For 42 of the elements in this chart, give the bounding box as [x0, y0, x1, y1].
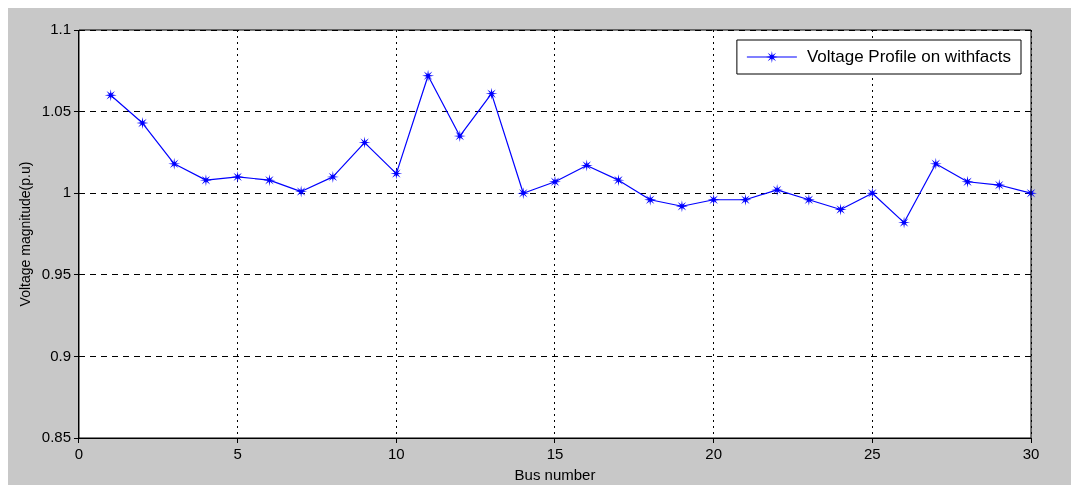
x-axis-title: Bus number — [514, 466, 596, 484]
point — [517, 187, 530, 200]
point — [929, 157, 942, 170]
y-tick-label: 0.95 — [41, 264, 71, 282]
point — [961, 175, 974, 188]
x-tick-label: 30 — [1022, 445, 1040, 463]
point — [104, 89, 117, 102]
point — [231, 170, 244, 183]
point — [739, 193, 752, 206]
point — [263, 174, 276, 187]
point — [866, 187, 879, 200]
point — [326, 170, 339, 183]
point — [199, 174, 212, 187]
x-tick-label: 10 — [387, 445, 405, 463]
point — [834, 203, 847, 216]
x-tick-label: 25 — [863, 445, 881, 463]
point — [580, 159, 593, 172]
point — [168, 157, 181, 170]
point — [675, 200, 688, 213]
point — [707, 193, 720, 206]
x-tick-label: 20 — [705, 445, 723, 463]
point — [612, 174, 625, 187]
point — [771, 183, 784, 196]
point — [802, 193, 815, 206]
y-tick-label: 1.05 — [41, 101, 71, 119]
point — [485, 87, 498, 100]
x-tick-label: 15 — [546, 445, 564, 463]
point — [390, 167, 403, 180]
legend-label: Voltage Profile on withfacts — [806, 46, 1012, 66]
x-tick-label: 5 — [233, 445, 242, 463]
point — [898, 216, 911, 229]
y-tick-label: 1 — [62, 183, 71, 201]
x-tick-label: 0 — [74, 445, 84, 463]
y-tick-label: 1.1 — [50, 20, 71, 38]
y-tick-label: 0.85 — [41, 428, 71, 446]
point — [422, 69, 435, 82]
y-axis-title: Voltage magnitude(p.u) — [17, 161, 34, 307]
point — [358, 136, 371, 149]
y-tick-label: 0.9 — [50, 346, 71, 364]
point — [295, 185, 308, 198]
point — [644, 193, 657, 206]
point — [453, 130, 466, 143]
